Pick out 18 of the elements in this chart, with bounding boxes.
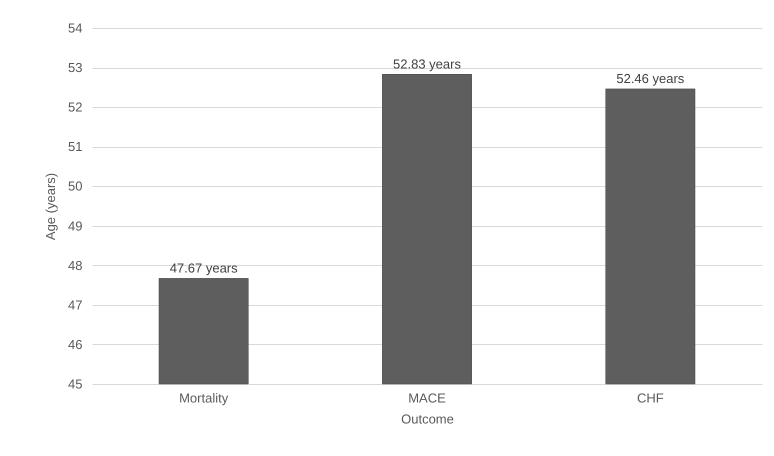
y-tick-label: 53 xyxy=(68,60,82,76)
y-tick-label: 47 xyxy=(68,297,82,312)
y-tick-label: 50 xyxy=(68,178,82,194)
y-tick-label: 51 xyxy=(68,139,82,154)
x-axis-title: Outcome xyxy=(401,412,454,426)
y-tick-label: 54 xyxy=(68,20,82,36)
data-label: 47.67 years xyxy=(170,260,238,276)
data-label: 52.46 years xyxy=(616,70,685,86)
x-tick-label: Mortality xyxy=(179,390,229,406)
y-axis-title: Age (years) xyxy=(43,172,58,240)
x-tick-label: MACE xyxy=(408,390,446,406)
data-label: 52.83 years xyxy=(393,56,462,72)
x-tick-label: CHF xyxy=(636,390,664,406)
y-tick-label: 46 xyxy=(68,336,82,352)
y-tick-label: 52 xyxy=(68,100,82,115)
y-tick-label: 49 xyxy=(68,218,82,234)
y-tick-label: 45 xyxy=(68,376,82,392)
y-tick-label: 48 xyxy=(68,258,82,273)
